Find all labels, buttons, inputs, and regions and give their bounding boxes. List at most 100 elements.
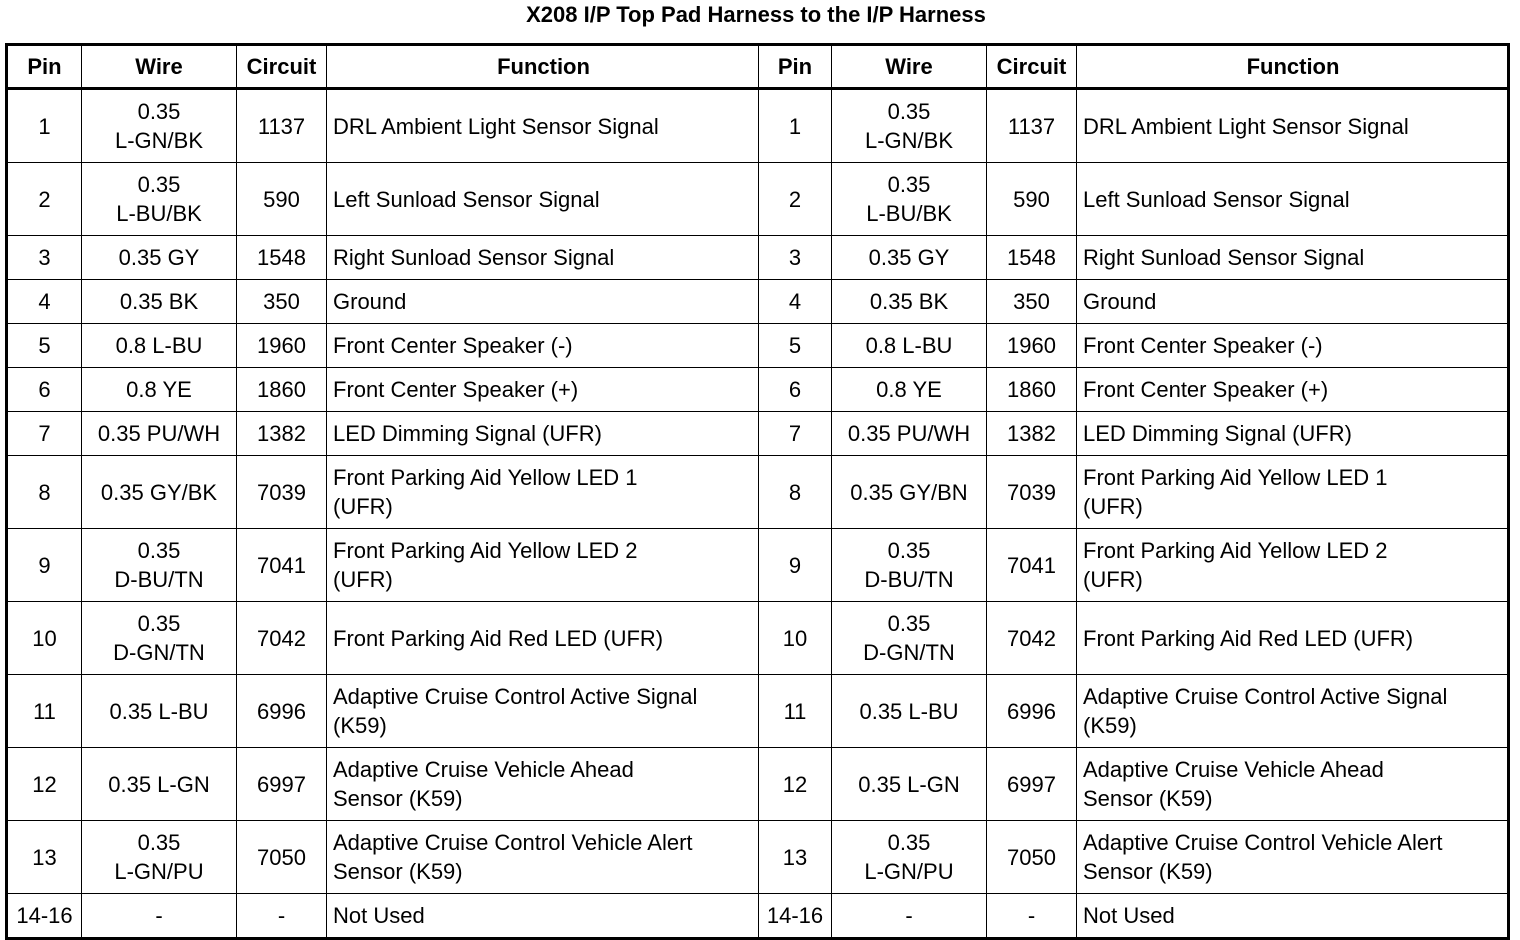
table-row: 9 0.35 D-BU/TN 7041 Front Parking Aid Yello… [6,528,1509,602]
table-cell: 2 [6,162,82,236]
table-cell: 1 [758,88,832,163]
table-cell: 0.35 L-GN/PU [831,820,987,894]
table-row: 13 0.35 L-GN/PU 7050 Adaptive Cruise Contro… [6,820,1509,894]
table-cell: 4 [758,279,832,324]
table-cell: Adaptive Cruise Control Vehicle Alert Se… [326,820,759,894]
table-row: 4 0.35 BK 350 Ground 4 0.35 BK 350 Ground [6,279,1509,324]
table-cell: Left Sunload Sensor Signal [326,162,759,236]
table-cell: 0.35 BK [81,279,237,324]
table-cell: 0.35 L-BU [81,674,237,748]
table-cell: 12 [6,747,82,821]
table-cell: 590 [236,162,327,236]
table-row: 5 0.8 L-BU 1960 Front Center Speaker (-) 5 0.… [6,323,1509,368]
table-cell: 0.35 BK [831,279,987,324]
header-row: Pin Wire Circuit Function Pin Wire Circuit Func… [6,44,1509,90]
table-cell: 9 [6,528,82,602]
table-cell: 1548 [986,235,1077,280]
table-cell: 0.35 L-GN [831,747,987,821]
table-row: 11 0.35 L-BU 6996 Adaptive Cruise Control A… [6,674,1509,748]
table-cell: 1960 [236,323,327,368]
table-cell: 8 [758,455,832,529]
table-cell: Front Parking Aid Red LED (UFR) [1076,601,1509,675]
table-cell: 0.35 L-BU/BK [831,162,987,236]
table-cell: DRL Ambient Light Sensor Signal [1076,88,1509,163]
table-cell: 0.35 GY/BN [831,455,987,529]
table-cell: 6997 [236,747,327,821]
table-row: 2 0.35 L-BU/BK 590 Left Sunload Sensor Sign… [6,162,1509,236]
table-cell: Front Center Speaker (+) [326,367,759,412]
table-row: 12 0.35 L-GN 6997 Adaptive Cruise Vehicle A… [6,747,1509,821]
header-cell: Circuit [986,44,1077,90]
table-row: 1 0.35 L-GN/BK 1137 DRL Ambient Light Senso… [6,88,1509,163]
table-cell: Left Sunload Sensor Signal [1076,162,1509,236]
table-cell: 0.35 L-BU/BK [81,162,237,236]
table-cell: - [986,893,1077,939]
table-cell: 0.35 PU/WH [831,411,987,456]
table-cell: 3 [758,235,832,280]
table-cell: Adaptive Cruise Vehicle Ahead Sensor (K5… [326,747,759,821]
table-cell: 0.8 YE [831,367,987,412]
table-cell: 0.35 GY/BK [81,455,237,529]
table-cell: - [236,893,327,939]
table-cell: 10 [6,601,82,675]
table-cell: 0.35 L-GN [81,747,237,821]
table-cell: 7 [758,411,832,456]
table-cell: 6996 [236,674,327,748]
table-cell: 14-16 [758,893,832,939]
table-cell: 1548 [236,235,327,280]
table-cell: 6 [758,367,832,412]
table-cell: 590 [986,162,1077,236]
table-cell: Not Used [326,893,759,939]
table-cell: 0.8 YE [81,367,237,412]
title: X208 I/P Top Pad Harness to the I/P Harn… [526,2,986,27]
table-cell: 1382 [986,411,1077,456]
table-cell: 1137 [236,88,327,163]
table-row: 10 0.35 D-GN/TN 7042 Front Parking Aid Red … [6,601,1509,675]
table-cell: 1860 [236,367,327,412]
table-cell: Adaptive Cruise Control Active Signal (K… [1076,674,1509,748]
table-cell: 350 [986,279,1077,324]
table-cell: Adaptive Cruise Control Vehicle Alert Se… [1076,820,1509,894]
table-body: 1 0.35 L-GN/BK 1137 DRL Ambient Light Senso… [6,88,1509,939]
table-cell: 6996 [986,674,1077,748]
table-cell: 0.35 GY [831,235,987,280]
table-cell: 7039 [236,455,327,529]
table-cell: 4 [6,279,82,324]
table-cell: 0.35 D-BU/TN [81,528,237,602]
table-cell: Front Center Speaker (-) [326,323,759,368]
table-cell: 0.35 L-BU [831,674,987,748]
table-cell: 0.35 PU/WH [81,411,237,456]
header-cell: Pin [6,44,82,90]
table-cell: 7050 [986,820,1077,894]
table-cell: Ground [326,279,759,324]
table-cell: 0.8 L-BU [81,323,237,368]
table-cell: 1860 [986,367,1077,412]
table-cell: 13 [758,820,832,894]
table-cell: 7050 [236,820,327,894]
table-cell: 7042 [236,601,327,675]
table-cell: 7 [6,411,82,456]
header-cell: Function [326,44,759,90]
table-cell: 9 [758,528,832,602]
table-row: 7 0.35 PU/WH 1382 LED Dimming Signal (UFR) 7… [6,411,1509,456]
table-cell: LED Dimming Signal (UFR) [326,411,759,456]
table-cell: Adaptive Cruise Control Active Signal (K… [326,674,759,748]
table-cell: 3 [6,235,82,280]
table-cell: Right Sunload Sensor Signal [326,235,759,280]
table-cell: 2 [758,162,832,236]
table-row: 3 0.35 GY 1548 Right Sunload Sensor Signal 3… [6,235,1509,280]
table-cell: Front Parking Aid Yellow LED 2 (UFR) [326,528,759,602]
table-cell: 11 [6,674,82,748]
table-cell: Front Parking Aid Yellow LED 2 (UFR) [1076,528,1509,602]
table-cell: 8 [6,455,82,529]
table-cell: Front Center Speaker (+) [1076,367,1509,412]
table-cell: 350 [236,279,327,324]
table-cell: 7039 [986,455,1077,529]
header-cell: Wire [831,44,987,90]
table-cell: 6 [6,367,82,412]
table-cell: Adaptive Cruise Vehicle Ahead Sensor (K5… [1076,747,1509,821]
table-cell: Ground [1076,279,1509,324]
table-cell: 10 [758,601,832,675]
table-cell: 0.35 D-BU/TN [831,528,987,602]
table-cell: 0.35 L-GN/BK [81,88,237,163]
